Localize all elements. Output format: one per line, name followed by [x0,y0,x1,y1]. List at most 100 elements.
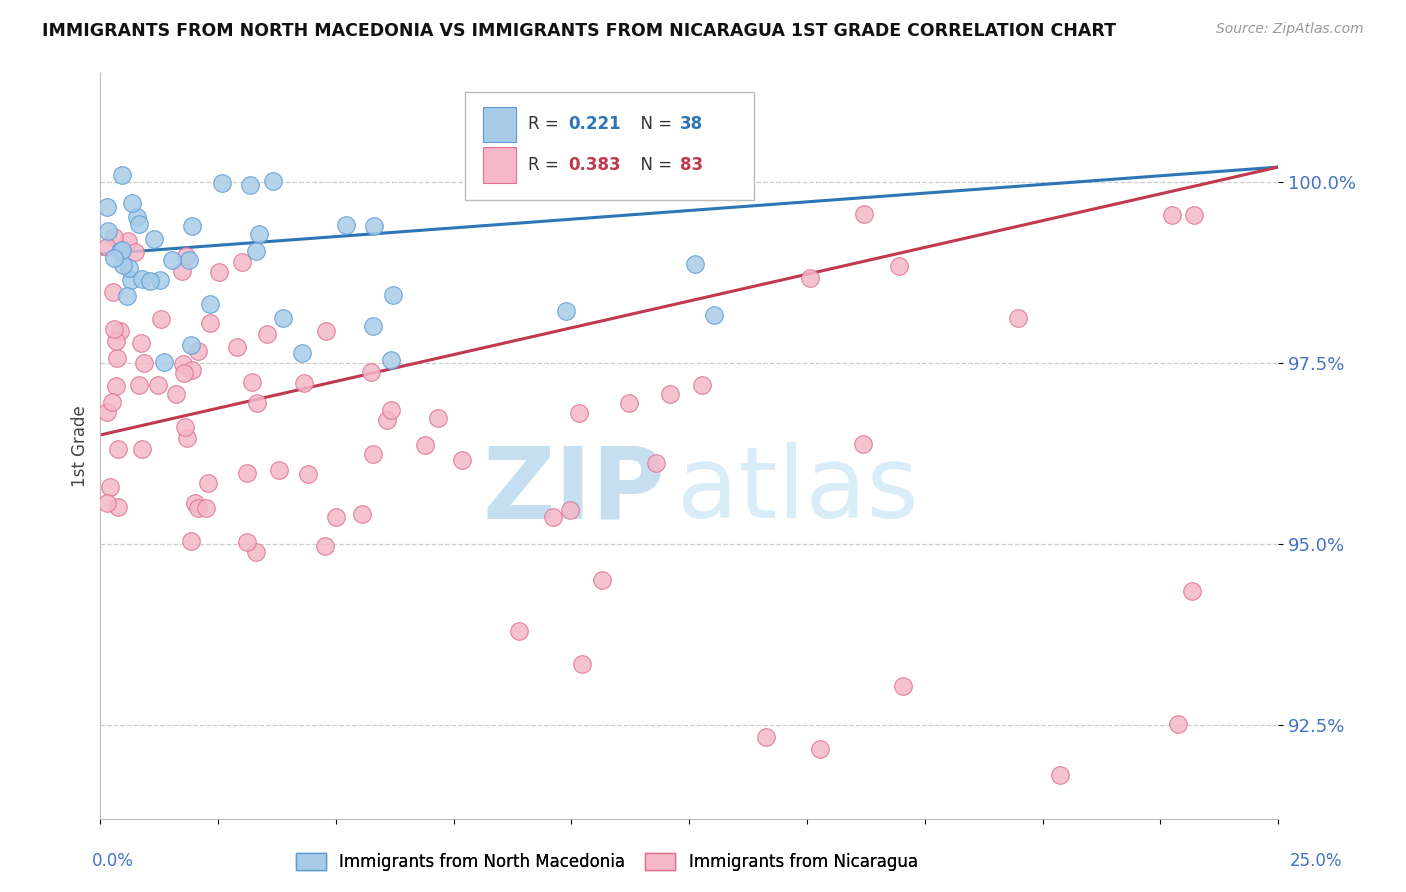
Point [1181,584,1204,599]
Point [683,258,706,272]
Point [152,355,174,369]
Point [129,335,152,350]
Point [891,679,914,693]
Point [799,271,821,285]
Point [808,742,831,756]
Point [415,438,437,452]
Text: ZIP: ZIP [482,442,665,539]
Point [124,245,146,260]
Point [508,624,530,638]
Point [117,289,139,303]
Point [242,375,264,389]
Point [382,288,405,302]
Point [591,573,613,587]
Text: R =: R = [527,156,564,174]
Text: N =: N = [630,115,678,134]
Point [180,337,202,351]
Point [247,227,270,241]
Text: 0.383: 0.383 [568,156,620,174]
Text: 38: 38 [681,115,703,134]
Point [143,231,166,245]
Point [225,340,247,354]
Point [451,453,474,467]
Point [617,395,640,409]
Text: Source: ZipAtlas.com: Source: ZipAtlas.com [1216,22,1364,37]
Point [181,363,204,377]
Point [128,378,150,392]
Point [644,456,666,470]
Point [380,403,402,417]
Point [174,420,197,434]
Point [208,265,231,279]
Point [105,351,128,365]
Point [174,249,197,263]
Point [198,316,221,330]
Point [103,251,125,265]
Point [271,311,294,326]
Point [1007,310,1029,325]
Point [131,272,153,286]
Point [104,378,127,392]
Point [187,343,209,358]
Point [560,503,582,517]
Point [128,217,150,231]
Point [315,324,337,338]
Point [96,496,118,510]
Point [335,218,357,232]
Point [149,312,172,326]
Point [117,234,139,248]
Point [291,345,314,359]
Point [427,411,450,425]
Point [176,431,198,445]
Point [110,324,132,338]
Point [1167,717,1189,731]
Point [184,496,207,510]
Point [325,510,347,524]
Point [179,253,201,268]
Point [101,285,124,299]
Point [127,210,149,224]
Point [187,501,209,516]
Point [1161,208,1184,222]
Point [361,319,384,334]
Point [246,395,269,409]
Point [105,334,128,349]
Text: R =: R = [527,115,564,134]
Legend: Immigrants from North Macedonia, Immigrants from Nicaragua: Immigrants from North Macedonia, Immigra… [290,846,924,878]
Point [887,259,910,273]
Point [180,533,202,548]
Point [690,377,713,392]
Point [197,475,219,490]
Point [659,387,682,401]
Point [236,466,259,480]
Point [1182,208,1205,222]
Point [231,255,253,269]
Point [165,386,187,401]
Point [121,196,143,211]
Point [1049,768,1071,782]
Point [96,240,118,254]
Point [541,510,564,524]
Point [148,273,170,287]
Point [361,447,384,461]
Point [160,253,183,268]
Point [108,244,131,258]
Point [107,500,129,514]
Point [120,273,142,287]
Point [132,356,155,370]
Point [170,264,193,278]
Bar [484,147,516,183]
Point [96,200,118,214]
Text: 0.0%: 0.0% [91,852,134,870]
Point [852,207,875,221]
Point [146,378,169,392]
Y-axis label: 1st Grade: 1st Grade [72,405,89,487]
Point [96,405,118,419]
Point [172,357,194,371]
Point [360,365,382,379]
Point [97,224,120,238]
Bar [484,106,516,143]
Point [262,174,284,188]
Point [297,467,319,481]
Point [211,176,233,190]
